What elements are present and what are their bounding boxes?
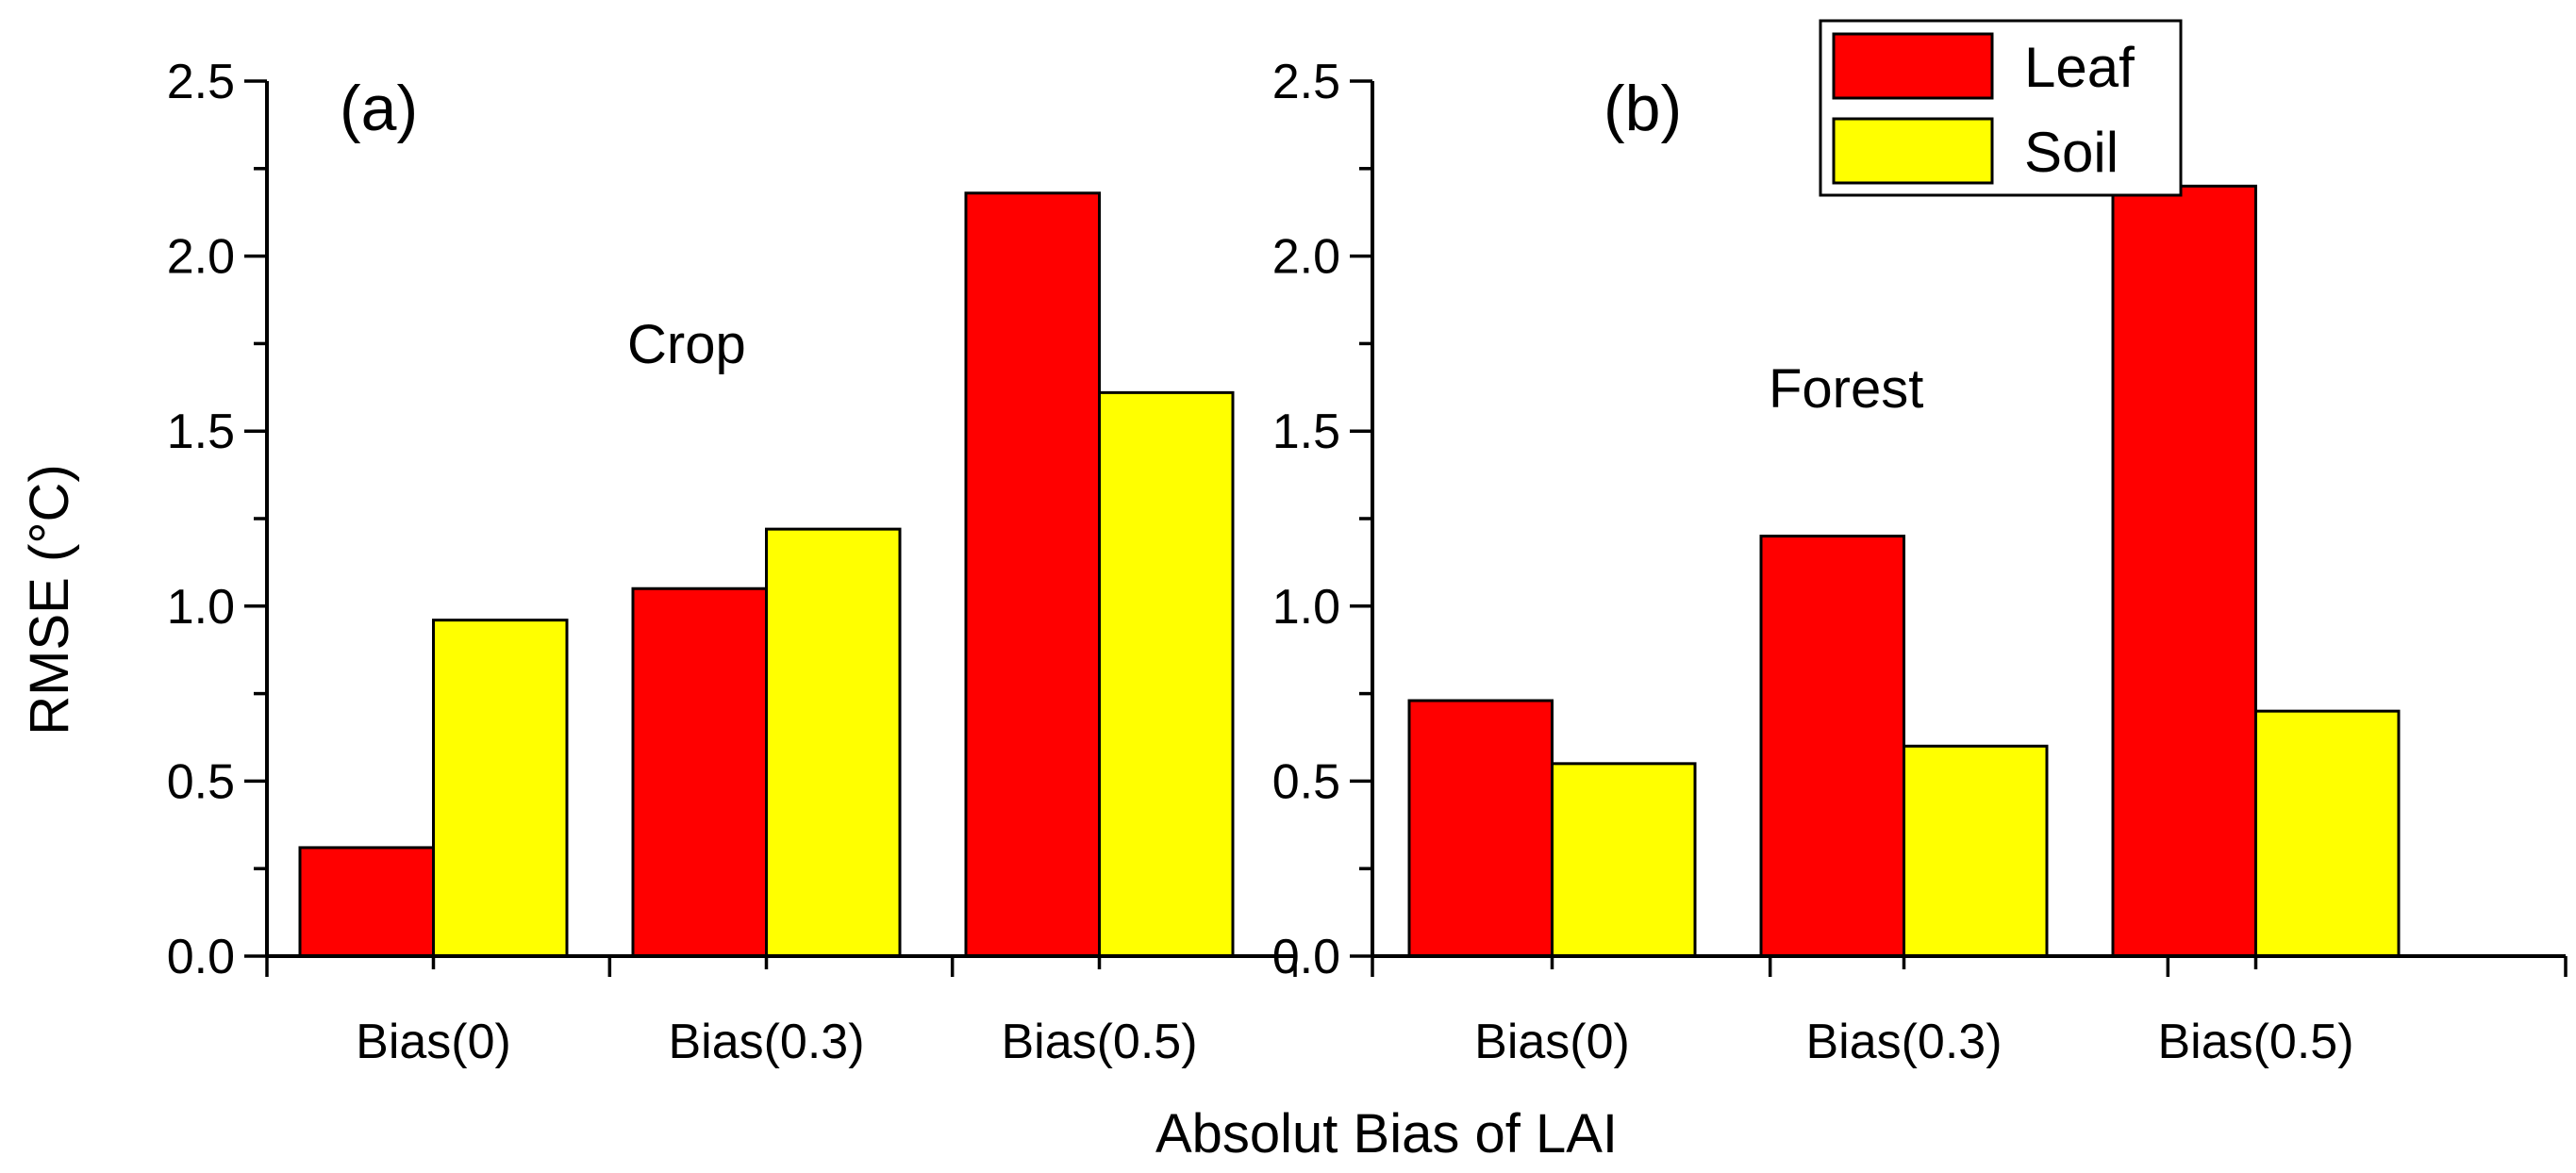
panel-a: 0.0 0.5 1.0 1.5 2.0 2.5 Bias(0) Bias(0.3) Bias(0… bbox=[167, 55, 1297, 1069]
y-tick-label: 2.0 bbox=[1272, 230, 1340, 285]
y-tick-label: 1.5 bbox=[167, 405, 235, 459]
y-tick-label: 1.0 bbox=[167, 580, 235, 635]
panel-annotation: Forest bbox=[1769, 358, 1923, 420]
bar-soil-2 bbox=[765, 527, 902, 958]
y-tick-label: 2.5 bbox=[167, 55, 235, 109]
legend-swatch-soil bbox=[1832, 117, 1994, 185]
bar-leaf-3 bbox=[964, 191, 1101, 958]
y-tick-label: 0.5 bbox=[167, 754, 235, 809]
y-tick-label: 1.0 bbox=[1272, 580, 1340, 635]
legend: Leaf Soil bbox=[1819, 19, 2183, 197]
panel-annotation: Crop bbox=[627, 314, 746, 375]
x-tick-label: Bias(0) bbox=[1474, 1015, 1630, 1069]
y-tick-label: 0.5 bbox=[1272, 754, 1340, 809]
y-tick-label: 2.0 bbox=[167, 230, 235, 285]
x-tick-label: Bias(0.3) bbox=[1805, 1015, 2002, 1069]
bar-leaf-3 bbox=[2111, 184, 2257, 958]
bar-soil-3 bbox=[1098, 390, 1235, 958]
x-tick-label: Bias(0.3) bbox=[668, 1015, 864, 1069]
bar-leaf-1 bbox=[1407, 699, 1554, 958]
bar-soil-1 bbox=[432, 619, 569, 958]
x-axis-title: Absolut Bias of LAI bbox=[1155, 1103, 1618, 1165]
bar-soil-3 bbox=[2254, 709, 2401, 958]
x-tick-label: Bias(0.5) bbox=[1001, 1015, 1197, 1069]
bar-leaf-2 bbox=[631, 586, 768, 958]
bar-soil-2 bbox=[1903, 744, 2049, 958]
x-tick-label: Bias(0.5) bbox=[2157, 1015, 2353, 1069]
bar-leaf-1 bbox=[298, 846, 435, 958]
panel-b: 0.0 0.5 1.0 1.5 2.0 2.5 Bias(0) Bias(0.3) Bias(0… bbox=[1272, 55, 2568, 1069]
y-tick-label: 1.5 bbox=[1272, 405, 1340, 459]
bar-leaf-2 bbox=[1759, 535, 1905, 958]
panel-tag: (a) bbox=[340, 73, 418, 144]
legend-swatch-leaf bbox=[1832, 32, 1994, 100]
y-tick-label: 0.0 bbox=[167, 930, 235, 984]
panel-tag: (b) bbox=[1604, 73, 1682, 144]
x-tick-label: Bias(0) bbox=[356, 1015, 511, 1069]
y-tick-label: 2.5 bbox=[1272, 55, 1340, 109]
y-tick-label: 0.0 bbox=[1272, 930, 1340, 984]
legend-label-leaf: Leaf bbox=[2024, 36, 2135, 99]
bar-soil-1 bbox=[1551, 762, 1697, 958]
legend-label-soil: Soil bbox=[2024, 121, 2119, 184]
y-axis-title: RMSE (°C) bbox=[19, 464, 80, 735]
